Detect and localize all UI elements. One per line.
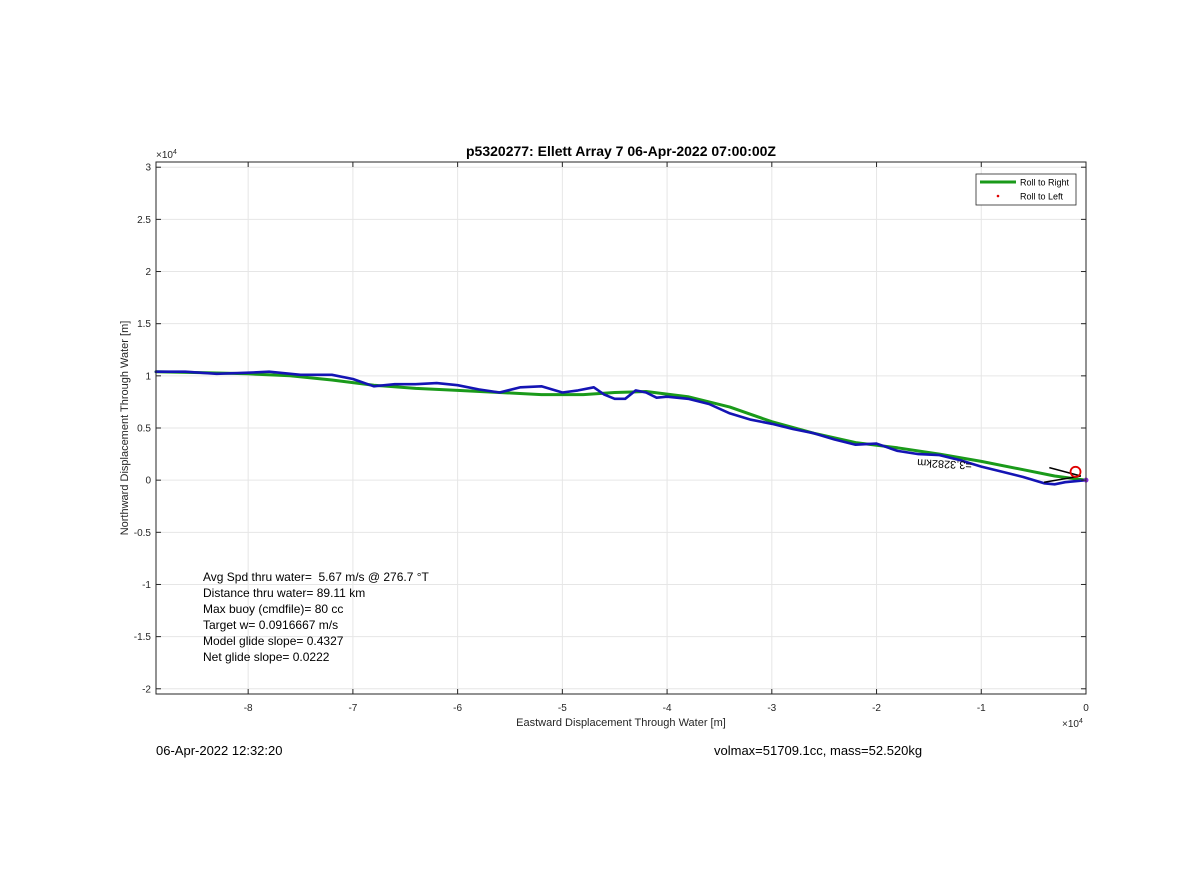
info-model-glide-slope: Model glide slope= 0.4327 [203, 634, 344, 648]
x-exponent-label: ×104 [1062, 718, 1083, 730]
info-avg-speed: Avg Spd thru water= 5.67 m/s @ 276.7 °T [203, 570, 430, 584]
footer-timestamp: 06-Apr-2022 12:32:20 [156, 743, 283, 758]
x-tick-label: -8 [244, 703, 253, 714]
y-tick-label: 1.5 [137, 319, 151, 330]
x-tick-label: -3 [767, 703, 776, 714]
y-tick-label: -2 [142, 684, 151, 695]
y-tick-label: 0.5 [137, 424, 151, 435]
x-tick-label: 0 [1083, 703, 1089, 714]
legend-label-roll-right: Roll to Right [1020, 178, 1070, 188]
y-tick-label: 2.5 [137, 215, 151, 226]
y-tick-label: -1 [142, 580, 151, 591]
x-axis-label: Eastward Displacement Through Water [m] [516, 717, 726, 729]
y-axis-label: Northward Displacement Through Water [m] [119, 321, 131, 536]
y-tick-label: 3 [145, 163, 151, 174]
y-tick-label: 0 [145, 476, 151, 487]
x-tick-label: -2 [872, 703, 881, 714]
info-max-buoy: Max buoy (cmdfile)= 80 cc [203, 602, 343, 616]
info-target-w: Target w= 0.0916667 m/s [203, 618, 338, 632]
info-distance: Distance thru water= 89.11 km [203, 586, 365, 600]
x-tick-label: -1 [977, 703, 986, 714]
y-exponent-label: ×104 [156, 149, 177, 161]
roll-left-marker [1069, 465, 1082, 478]
legend-swatch-roll-left [996, 194, 1000, 198]
legend-box [975, 173, 1077, 206]
heading-arrow [1043, 466, 1081, 483]
info-text-block: Avg Spd thru water= 5.67 m/s @ 276.7 °T … [203, 570, 430, 664]
series-line-roll-to-right [154, 370, 1088, 482]
x-tick-label: -7 [348, 703, 357, 714]
y-tick-label: 1 [145, 371, 151, 382]
y-tick-label: 2 [145, 267, 151, 278]
x-tick-label: -5 [558, 703, 567, 714]
rotated-distance-annotation: =3.3282km [917, 456, 972, 471]
x-tick-label: -4 [663, 703, 672, 714]
legend-label-roll-left: Roll to Left [1020, 192, 1064, 202]
chart-title: p5320277: Ellett Array 7 06-Apr-2022 07:… [466, 143, 776, 159]
y-tick-label: -0.5 [134, 528, 152, 539]
x-tick-label: -6 [453, 703, 462, 714]
legend: Roll to Right Roll to Left [975, 173, 1077, 206]
series-line-track [154, 370, 1088, 486]
info-net-glide-slope: Net glide slope= 0.0222 [203, 650, 330, 664]
footer-params: volmax=51709.1cc, mass=52.520kg [714, 743, 923, 758]
axis-ticks: -8 -7 -6 -5 -4 -3 -2 -1 0 -2 -1.5 -1 -0.5 0 0.5 1 1.5 2 2.… [134, 162, 1089, 714]
y-tick-label: -1.5 [134, 632, 152, 643]
